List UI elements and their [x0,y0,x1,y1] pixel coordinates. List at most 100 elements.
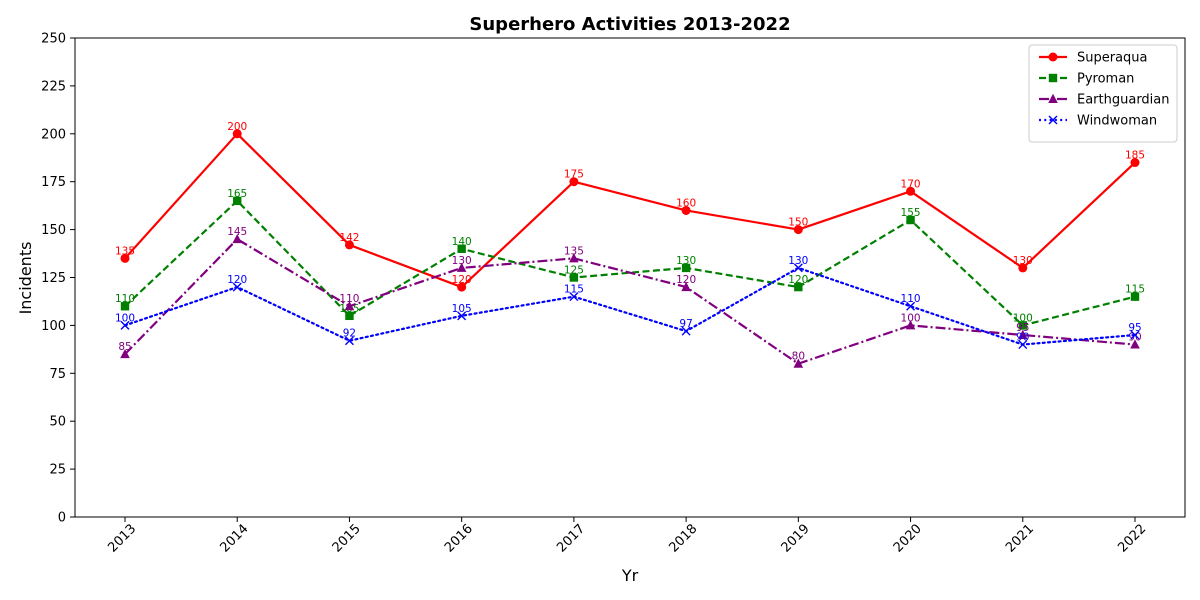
data-label-superaqua: 135 [115,245,135,257]
data-point-superaqua [344,240,354,250]
data-label-earthguardian: 85 [118,341,131,353]
data-point-pyroman [1130,292,1140,301]
data-point-earthguardian [1130,339,1140,349]
data-point-windwoman-stroke-b [1130,330,1140,340]
data-point-windwoman-stroke-b [906,301,916,311]
data-point-windwoman [232,282,242,292]
y-tick-label: 225 [41,79,66,94]
data-label-windwoman: 90 [1016,332,1029,344]
data-point-windwoman [120,320,130,330]
y-tick-label: 0 [58,511,66,526]
x-tick-label: 2014 [218,522,252,556]
series-superaqua: 135 200 142 120 175 160 150 170 130 185 [115,121,1145,292]
data-label-pyroman: 130 [676,255,696,267]
legend-box [1028,44,1178,143]
series-line-windwoman [123,266,1137,346]
data-point-earthguardian [681,281,691,292]
data-point-earthguardian [905,320,916,330]
data-point-windwoman [344,336,354,346]
data-point-windwoman [457,311,467,321]
x-tick-label: 2021 [1003,522,1037,556]
legend-item-pyroman: Pyroman [1039,72,1134,87]
data-label-pyroman: 120 [788,274,808,286]
data-point-windwoman-stroke-b [1018,340,1028,350]
data-label-pyroman: 115 [1125,284,1145,296]
data-point-windwoman-stroke-b [120,320,130,330]
data-point-windwoman [681,326,691,336]
data-label-superaqua: 170 [901,178,921,190]
data-point-superaqua [681,205,691,215]
data-label-windwoman: 115 [564,284,584,296]
data-label-earthguardian: 110 [339,293,359,305]
data-point-pyroman [345,311,354,321]
data-label-earthguardian: 135 [564,245,584,257]
y-tick-label: 50 [49,415,66,430]
data-label-windwoman: 95 [1128,322,1141,334]
data-point-earthguardian [569,253,579,263]
data-label-superaqua: 150 [788,217,808,229]
data-label-windwoman: 110 [901,293,921,305]
legend-item-earthguardian: Earthguardian [1039,93,1170,108]
data-label-pyroman: 155 [901,207,921,219]
legend-item-superaqua: Superaqua [1039,51,1148,66]
data-label-earthguardian: 95 [1016,322,1029,334]
data-point-pyroman [569,273,579,282]
data-point-superaqua [793,225,803,235]
data-point-superaqua [569,177,579,187]
data-label-earthguardian: 120 [676,274,696,286]
legend-label-superaqua: Superaqua [1077,51,1148,66]
data-label-windwoman: 105 [452,303,472,315]
data-label-earthguardian: 145 [227,226,247,238]
data-point-pyroman [1018,321,1027,330]
data-point-earthguardian [120,348,130,359]
x-tick-label: 2020 [891,522,925,556]
chart-title: Superhero Activities 2013-2022 [469,14,790,35]
data-label-pyroman: 100 [1013,312,1033,324]
data-point-pyroman [120,302,130,311]
data-point-pyroman [681,263,691,273]
x-tick-label: 2018 [666,522,700,556]
data-point-earthguardian [456,262,467,272]
y-tick-label: 250 [41,32,66,47]
data-point-windwoman [793,263,803,273]
data-label-earthguardian: 80 [792,351,805,363]
data-label-superaqua: 142 [339,232,359,244]
data-point-windwoman-stroke-b [457,311,467,321]
data-label-superaqua: 160 [676,197,696,209]
data-label-superaqua: 185 [1125,150,1145,162]
data-label-earthguardian: 100 [901,312,921,324]
data-point-earthguardian [1017,329,1028,339]
legend-marker-windwoman [1048,115,1058,125]
legend-marker-superaqua [1048,52,1058,62]
data-point-superaqua [906,186,916,196]
x-tick-label: 2015 [330,522,364,556]
data-label-superaqua: 120 [452,274,472,286]
data-label-windwoman: 92 [343,328,356,340]
legend: Superaqua Pyroman Earthguardian Windwoman [1028,44,1178,143]
x-tick-label: 2013 [105,522,139,556]
data-label-pyroman: 140 [452,236,472,248]
y-axis-label: Incidents [16,242,35,315]
x-tick-label: 2019 [779,522,813,556]
y-tick-label: 75 [49,367,66,382]
data-point-pyroman [906,215,915,225]
data-point-windwoman-stroke-b [344,336,354,346]
data-label-earthguardian: 130 [452,255,472,267]
data-point-earthguardian [232,233,243,244]
series-pyroman: 110 165 105 140 125 130 120 155 100 115 [115,188,1145,330]
data-point-windwoman [906,301,916,311]
data-point-windwoman [569,292,579,302]
y-tick-label: 150 [41,223,66,238]
data-point-windwoman [1130,330,1140,340]
data-label-pyroman: 125 [564,265,584,277]
data-point-windwoman [1018,340,1028,350]
data-label-superaqua: 200 [227,121,247,133]
legend-label-earthguardian: Earthguardian [1077,93,1170,108]
data-label-windwoman: 120 [227,274,247,286]
data-label-superaqua: 175 [564,169,584,181]
series-line-earthguardian [124,238,1136,365]
y-tick-label: 100 [41,319,66,334]
